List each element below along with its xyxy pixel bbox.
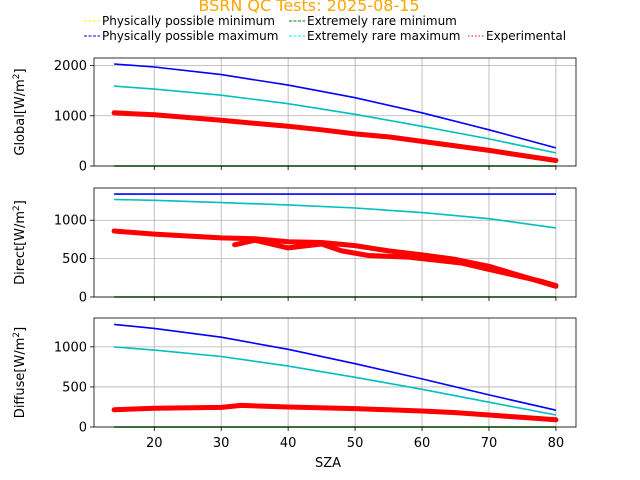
panel-1: 0 1000 2000 Global[W/m2] <box>12 57 577 175</box>
y-tick-label: 1000 <box>54 109 87 124</box>
series-experimental <box>111 110 559 163</box>
legend-label: Physically possible minimum <box>102 14 275 28</box>
legend-entry: Experimental <box>468 29 566 43</box>
y-tick-label: 500 <box>62 252 87 267</box>
legend: Physically possible minimum Extremely rar… <box>84 14 566 43</box>
x-tick-label: 70 <box>481 436 498 451</box>
y-tick-label: 0 <box>79 291 87 306</box>
series-experimental <box>111 402 559 423</box>
y-axis-label: Direct[W/m2] <box>12 200 28 285</box>
legend-label: Extremely rare minimum <box>307 14 457 28</box>
x-tick-label: 50 <box>347 436 364 451</box>
series-physically-possible-maximum <box>114 323 557 411</box>
legend-label: Physically possible maximum <box>102 29 278 43</box>
legend-label: Experimental <box>486 29 566 43</box>
y-tick-label: 0 <box>79 421 87 436</box>
chart-title: BSRN QC Tests: 2025-08-15 <box>198 0 419 15</box>
series-experimental <box>111 228 559 289</box>
series-physically-possible-maximum <box>114 63 557 149</box>
y-tick-label: 2000 <box>54 59 87 74</box>
y-tick-label: 1000 <box>54 214 87 229</box>
legend-entry: Physically possible minimum <box>84 14 275 28</box>
series-extremely-rare-maximum <box>114 85 557 154</box>
x-tick-label: 80 <box>548 436 565 451</box>
panels: 010002000Global[W/m2]05001000Direct[W/m2… <box>12 57 577 451</box>
y-axis-label: Diffuse[W/m2] <box>12 327 28 418</box>
panel-3: 0 500 1000 20 30 40 50 60 70 80 Diffuse[W/m2] <box>12 317 577 451</box>
legend-label: Extremely rare maximum <box>307 29 460 43</box>
legend-entry: Extremely rare minimum <box>289 14 457 28</box>
legend-entry: Physically possible maximum <box>84 29 278 43</box>
y-tick-label: 1000 <box>54 340 87 355</box>
plot-frame <box>93 57 577 167</box>
y-tick-label: 0 <box>79 160 87 175</box>
x-tick-label: 30 <box>213 436 230 451</box>
y-axis-label: Global[W/m2] <box>12 68 28 155</box>
x-tick-label: 60 <box>414 436 431 451</box>
plot-frame <box>93 187 577 298</box>
x-axis-label: SZA <box>315 456 341 471</box>
y-tick-label: 500 <box>62 380 87 395</box>
plot-frame <box>93 317 577 428</box>
series-extremely-rare-maximum <box>114 198 557 229</box>
x-tick-label: 20 <box>146 436 163 451</box>
series-experimental <box>232 237 559 288</box>
x-tick-label: 40 <box>280 436 297 451</box>
panel-2: 0 500 1000 Direct[W/m2] <box>12 187 577 306</box>
legend-entry: Extremely rare maximum <box>289 29 460 43</box>
series-extremely-rare-maximum <box>114 346 557 416</box>
